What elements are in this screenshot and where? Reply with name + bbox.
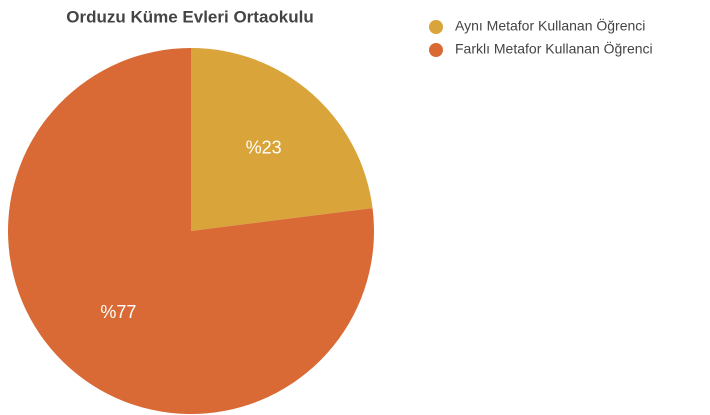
legend-marker — [429, 20, 443, 34]
pie-slice — [7, 48, 374, 415]
legend-text: Aynı Metafor Kullanan Öğrenci — [455, 17, 645, 34]
pie-slice — [191, 48, 373, 231]
chart-title: Orduzu Küme Evleri Ortaokulu — [66, 7, 314, 26]
slice-label: %77 — [100, 302, 136, 322]
legend-text: Farklı Metafor Kullanan Öğrenci — [455, 40, 653, 57]
slice-label: %23 — [246, 137, 282, 157]
legend-marker — [429, 43, 443, 57]
